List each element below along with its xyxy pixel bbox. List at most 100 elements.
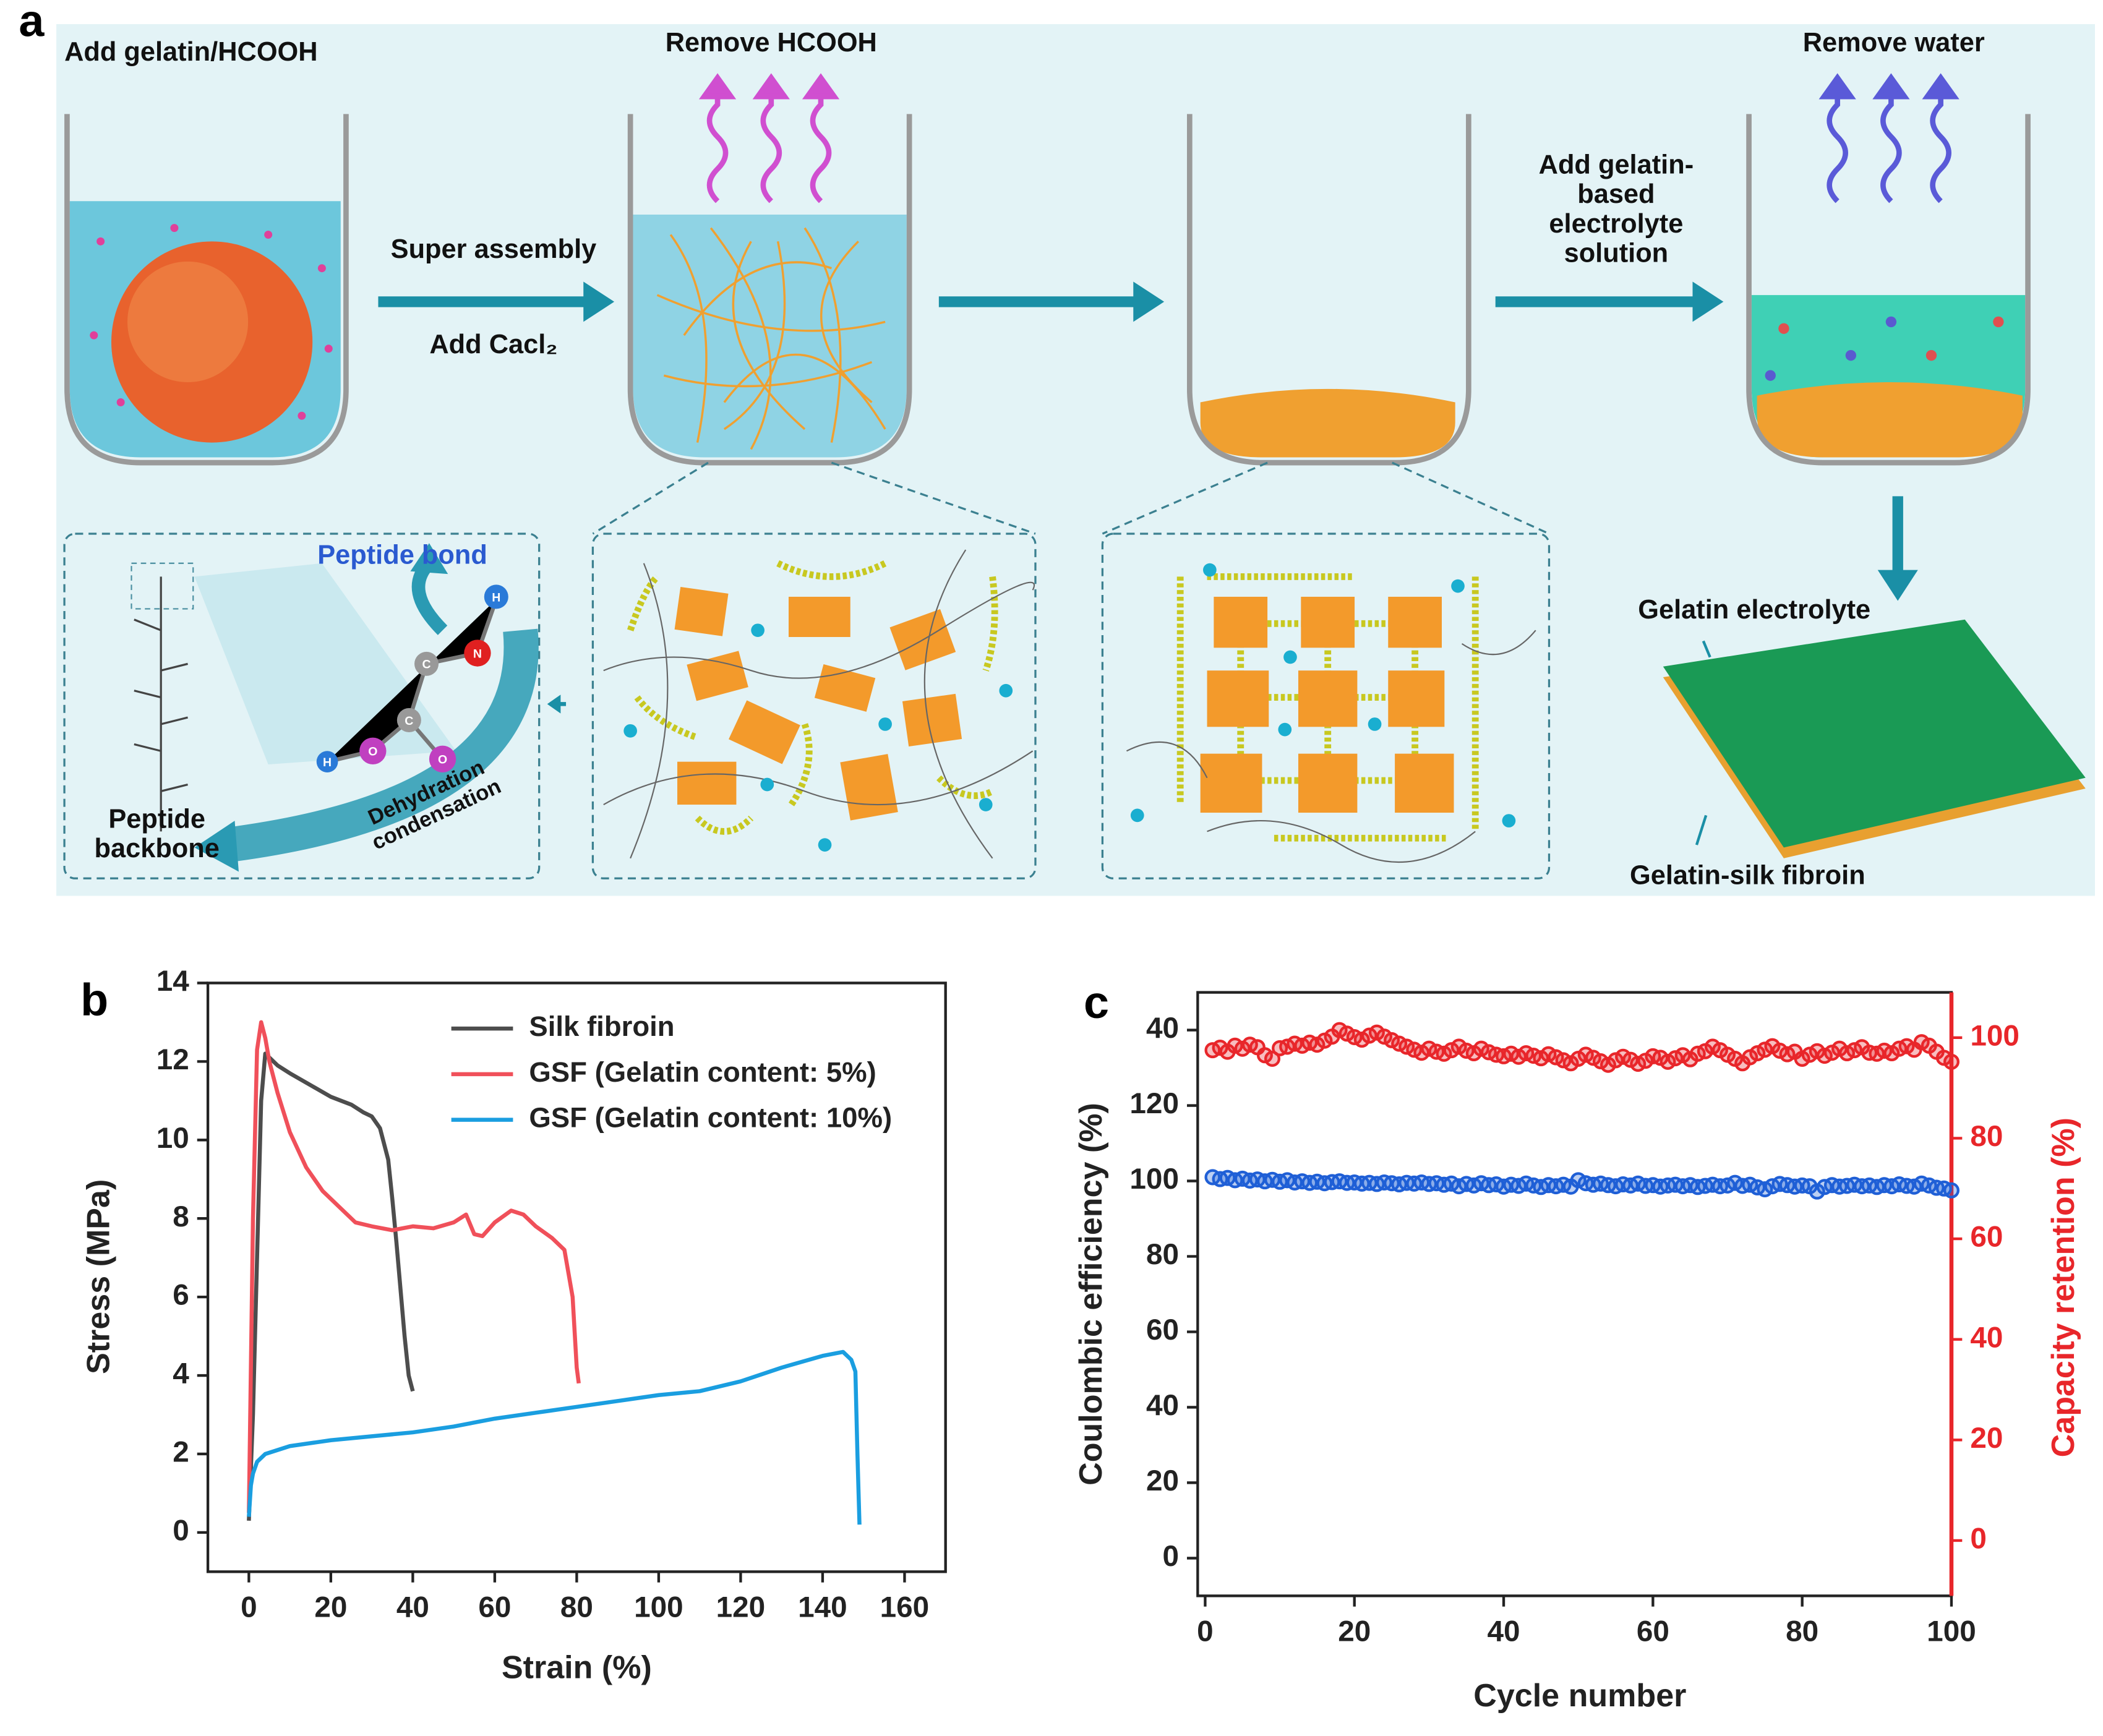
film — [1663, 619, 2086, 858]
atom-label: C — [405, 714, 413, 728]
y2-tick-label: 100 — [1970, 1019, 2019, 1052]
y-tick-label: 0 — [1162, 1540, 1179, 1573]
beaker — [1187, 114, 1471, 466]
atom-label: O — [368, 745, 377, 759]
atom-label: H — [492, 591, 500, 604]
y-tick-label: 20 — [1146, 1464, 1179, 1497]
x-tick-label: 20 — [1338, 1615, 1371, 1648]
data-point — [1943, 1053, 1960, 1070]
x-tick-label: 60 — [1637, 1615, 1669, 1648]
step-label: Remove HCOOH — [666, 28, 877, 58]
film-label: Gelatin-silk fibroin — [1630, 861, 1865, 891]
legend-label: Silk fibroin — [529, 1011, 674, 1042]
x-tick-label: 100 — [634, 1591, 683, 1624]
y-tick-label: 2 — [173, 1436, 189, 1469]
atom — [396, 708, 421, 732]
beaker — [627, 114, 912, 466]
process-arrows — [378, 281, 1918, 601]
y2-tick-label: 40 — [1970, 1321, 2003, 1354]
atom — [316, 751, 338, 773]
molecule-label: Peptide bond — [317, 540, 487, 570]
step-label: Remove water — [1803, 28, 1985, 58]
y-axis-label: Stress (MPa) — [80, 1179, 116, 1374]
y2-tick-label: 80 — [1970, 1120, 2003, 1153]
data-line — [247, 1349, 862, 1525]
x-tick-label: 0 — [1197, 1615, 1214, 1648]
data-line — [247, 1051, 415, 1521]
y-tick-label: 0 — [173, 1514, 189, 1547]
x-tick-label: 100 — [1927, 1615, 1976, 1648]
axis-frame — [1196, 991, 1953, 1597]
y-tick-label: 12 — [156, 1043, 189, 1076]
y2-tick-label: 0 — [1970, 1523, 1987, 1555]
y-tick-label: 100 — [1129, 1163, 1179, 1195]
y-tick-label: 40 — [1146, 1012, 1179, 1045]
arrow-label: Add Cacl₂ — [429, 330, 557, 359]
arrow-label: electrolyte — [1549, 209, 1683, 239]
y-tick-label: 40 — [1146, 1389, 1179, 1422]
panel-label: a — [19, 0, 45, 46]
panel-label: b — [80, 973, 108, 1025]
x-tick-label: 140 — [798, 1591, 847, 1624]
arrow-label: Super assembly — [391, 234, 597, 264]
y2-axis-label: Capacity retention (%) — [2045, 1118, 2081, 1457]
atom — [464, 639, 491, 667]
x-tick-label: 80 — [1786, 1615, 1818, 1648]
panel-label: c — [1084, 977, 1109, 1028]
x-tick-label: 160 — [880, 1591, 930, 1624]
y2-tick-label: 20 — [1970, 1422, 2003, 1455]
evaporation-arrows — [698, 73, 840, 203]
x-tick-label: 0 — [241, 1591, 257, 1624]
y-tick-label: 6 — [173, 1279, 189, 1312]
data-line — [247, 1020, 581, 1513]
step-label: Add gelatin/HCOOH — [64, 37, 318, 67]
chart: 0 20 40 60 80 100 0 20 40 60 80 100 120 40 0 20 40 60 80 10… — [1073, 991, 2081, 1714]
beaker — [64, 114, 349, 466]
y-axis-label: Coulombic efficiency (%) — [1073, 1103, 1109, 1486]
fibroin-network — [603, 549, 1035, 859]
y-tick-label: 120 — [1129, 1087, 1179, 1120]
chart: 0 20 40 60 80 100 120 140 160 0 2 4 6 8 10 12 14 Strain (… — [80, 965, 947, 1685]
atom — [359, 737, 387, 764]
atom — [429, 745, 456, 773]
y-tick-label: 4 — [173, 1358, 189, 1390]
molecule — [131, 543, 539, 872]
legend-label: GSF (Gelatin content: 10%) — [529, 1102, 892, 1134]
atom-label: N — [473, 647, 482, 661]
atom-label: H — [323, 756, 332, 769]
x-tick-label: 80 — [560, 1591, 593, 1624]
molecule-label: Peptide — [108, 805, 205, 834]
x-tick-label: 60 — [478, 1591, 511, 1624]
x-tick-label: 40 — [396, 1591, 429, 1624]
zoom-box — [63, 461, 1551, 879]
connector-arrow — [547, 695, 561, 714]
x-tick-label: 40 — [1488, 1615, 1520, 1648]
x-axis-label: Strain (%) — [502, 1649, 652, 1685]
atom-label: C — [422, 658, 430, 672]
arrow-label: based — [1577, 179, 1655, 209]
arrow-label: Add gelatin- — [1539, 150, 1694, 179]
data-point — [1943, 1182, 1960, 1199]
y-tick-label: 14 — [156, 965, 190, 998]
y-tick-label: 60 — [1146, 1314, 1179, 1346]
molecule-label: backbone — [94, 834, 219, 863]
x-tick-label: 120 — [716, 1591, 766, 1624]
atom-label: O — [438, 753, 447, 767]
film-label: Gelatin electrolyte — [1638, 595, 1870, 625]
atom — [484, 584, 508, 609]
evaporation-arrows — [1818, 73, 1960, 203]
y-tick-label: 80 — [1146, 1238, 1179, 1271]
beaker — [1746, 114, 2031, 466]
y-tick-label: 8 — [173, 1200, 189, 1233]
y-tick-label: 10 — [156, 1122, 189, 1155]
legend-label: GSF (Gelatin content: 5%) — [529, 1056, 876, 1088]
arrow-label: solution — [1564, 238, 1669, 268]
y2-tick-label: 60 — [1970, 1221, 2003, 1254]
crosslinked-network — [1126, 563, 1536, 863]
x-axis-label: Cycle number — [1473, 1678, 1686, 1714]
data-point — [1264, 1050, 1281, 1067]
atom — [414, 651, 439, 676]
x-tick-label: 20 — [314, 1591, 347, 1624]
